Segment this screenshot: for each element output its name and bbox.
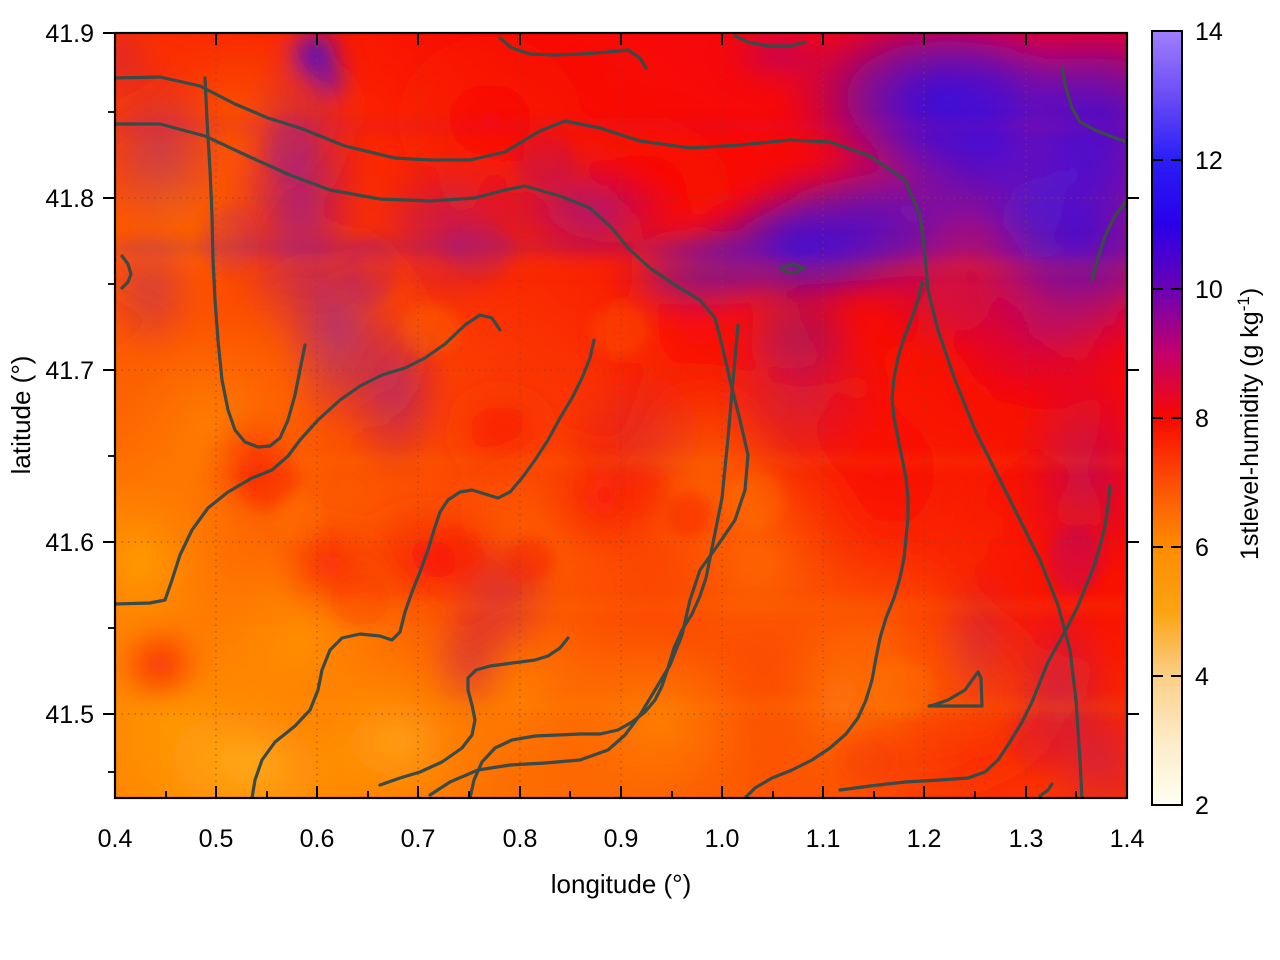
contour-top-a xyxy=(498,36,648,70)
y-tick-label: 41.6 xyxy=(45,529,94,557)
contour-line xyxy=(743,280,924,798)
y-axis-title: latitude (°) xyxy=(6,356,36,475)
contour-loop-small xyxy=(779,262,806,275)
colorbar-title-main: 1stlevel-humidity (g kg xyxy=(1236,311,1264,560)
contour-arc-left xyxy=(120,254,133,290)
colorbar-ticks xyxy=(1152,30,1182,806)
y-tick-label: 41.9 xyxy=(45,20,94,48)
colorbar-tick-label: 14 xyxy=(1195,18,1223,46)
colorbar: 2 4 6 8 10 12 14 1stlevel-humidity (g kg… xyxy=(1151,18,1264,820)
y-tick-label: 41.5 xyxy=(45,701,94,729)
x-tick-label: 0.6 xyxy=(300,825,335,853)
x-tick-label: 0.8 xyxy=(503,825,538,853)
x-tick-label: 1.0 xyxy=(705,825,740,853)
colorbar-tick-label: 4 xyxy=(1195,663,1209,691)
colorbar-tick-label: 10 xyxy=(1195,276,1223,304)
colorbar-tick-labels: 2 4 6 8 10 12 14 xyxy=(1195,18,1223,820)
x-tick-label: 0.7 xyxy=(401,825,436,853)
contour-top-b xyxy=(733,34,807,48)
contour-line xyxy=(203,76,307,449)
contour-line xyxy=(1060,66,1127,144)
contour-line xyxy=(378,636,570,787)
x-tick-label: 1.2 xyxy=(907,825,942,853)
heatmap-banding-layer xyxy=(115,120,1127,714)
colorbar-title-tail: ) xyxy=(1236,288,1264,296)
y-axis-ticks xyxy=(103,32,1139,773)
heatmap-field xyxy=(115,33,1127,798)
colorbar-title-superscript: -1 xyxy=(1234,296,1253,311)
x-tick-label: 1.4 xyxy=(1110,825,1145,853)
y-tick-label: 41.8 xyxy=(45,185,94,213)
x-tick-labels: 0.4 0.5 0.6 0.7 0.8 0.9 1.0 1.1 1.2 1.3 … xyxy=(98,825,1145,853)
colorbar-tick-label: 8 xyxy=(1195,405,1209,433)
x-tick-label: 1.1 xyxy=(806,825,841,853)
x-tick-label: 0.4 xyxy=(98,825,133,853)
x-axis-ticks xyxy=(114,33,1128,798)
contour-line xyxy=(115,122,750,797)
x-axis-title: longitude (°) xyxy=(551,869,691,899)
grid-lines xyxy=(115,33,1127,798)
y-tick-labels: 41.5 41.6 41.7 41.8 41.9 xyxy=(45,20,94,729)
contour-line xyxy=(115,313,502,606)
contour-line xyxy=(250,338,596,798)
colorbar-tick-label: 2 xyxy=(1195,792,1209,820)
contour-line xyxy=(115,75,1084,798)
contour-line xyxy=(1090,198,1127,282)
colorbar-tick-label: 6 xyxy=(1195,534,1209,562)
contour-loop xyxy=(927,670,984,708)
colorbar-title: 1stlevel-humidity (g kg-1) xyxy=(1234,288,1264,560)
y-tick-label: 41.7 xyxy=(45,357,94,385)
contour-lines xyxy=(115,34,1127,798)
colorbar-tick-label: 12 xyxy=(1195,147,1223,175)
contour-line xyxy=(838,484,1112,792)
x-tick-label: 0.9 xyxy=(604,825,639,853)
x-tick-label: 0.5 xyxy=(199,825,234,853)
x-tick-label: 1.3 xyxy=(1009,825,1044,853)
contour-line xyxy=(468,323,740,798)
contour-bottom-right-b xyxy=(1038,782,1054,798)
